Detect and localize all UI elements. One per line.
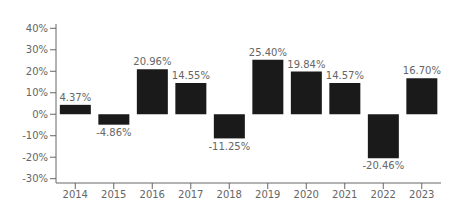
svg-text:0%: 0% [32, 109, 48, 120]
svg-text:19.84%: 19.84% [287, 59, 325, 70]
svg-text:2014: 2014 [63, 189, 88, 200]
svg-text:2023: 2023 [409, 189, 434, 200]
svg-text:2020: 2020 [294, 189, 319, 200]
svg-text:-4.86%: -4.86% [96, 127, 131, 138]
svg-text:-30%: -30% [22, 173, 48, 184]
svg-text:14.55%: 14.55% [172, 70, 210, 81]
svg-text:2015: 2015 [101, 189, 126, 200]
svg-text:2022: 2022 [371, 189, 396, 200]
svg-text:14.57%: 14.57% [326, 70, 364, 81]
svg-text:20%: 20% [26, 66, 48, 77]
svg-text:2021: 2021 [332, 189, 357, 200]
svg-text:20.96%: 20.96% [133, 56, 171, 67]
svg-text:-20.46%: -20.46% [362, 160, 404, 171]
svg-text:2017: 2017 [178, 189, 203, 200]
svg-text:30%: 30% [26, 44, 48, 55]
svg-text:4.37%: 4.37% [59, 92, 91, 103]
svg-text:-10%: -10% [22, 130, 48, 141]
svg-text:10%: 10% [26, 87, 48, 98]
svg-text:25.40%: 25.40% [249, 47, 287, 58]
svg-text:2019: 2019 [255, 189, 280, 200]
svg-text:-11.25%: -11.25% [208, 141, 250, 152]
svg-text:2018: 2018 [217, 189, 242, 200]
svg-text:2016: 2016 [140, 189, 165, 200]
svg-text:-20%: -20% [22, 152, 48, 163]
svg-text:16.70%: 16.70% [403, 65, 441, 76]
svg-text:40%: 40% [26, 23, 48, 34]
